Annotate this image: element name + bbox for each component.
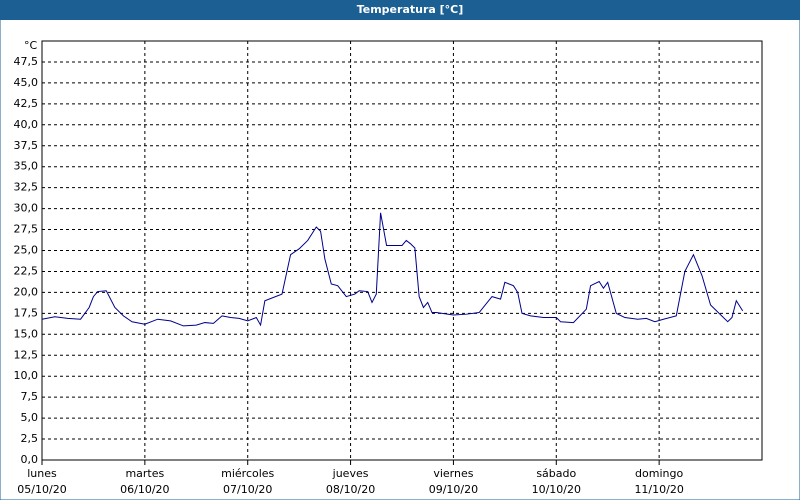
x-tick-date: 07/10/20 [223,483,272,496]
x-tick-date: 08/10/20 [326,483,375,496]
x-tick-label: jueves [332,467,369,480]
y-tick-label: 25,0 [14,244,39,257]
x-tick-label: viernes [433,467,473,480]
y-tick-label: 20,0 [14,285,39,298]
y-tick-label: 17,5 [14,306,39,319]
x-tick-date: 10/10/20 [532,483,581,496]
y-tick-label: 12,5 [14,348,39,361]
y-tick-label: 30,0 [14,202,39,215]
line [41,212,744,327]
y-tick-label: 37,5 [14,139,39,152]
x-tick-date: 05/10/20 [17,483,66,496]
y-tick-label: 5,0 [21,411,39,424]
y-tick-label: 0,0 [21,453,39,466]
x-tick-label: lunes [27,467,57,480]
x-tick-label: miércoles [221,467,274,480]
y-tick-label: 45,0 [14,76,39,89]
y-tick-label: 35,0 [14,160,39,173]
y-unit: °C [24,39,38,52]
x-tick-label: martes [125,467,164,480]
y-tick-label: 27,5 [14,223,39,236]
y-tick-label: 47,5 [14,55,39,68]
y-tick-label: 7,5 [21,390,39,403]
y-tick-label: 15,0 [14,327,39,340]
y-tick-label: 22,5 [14,264,39,277]
title-bar [0,0,800,20]
x-tick-date: 11/10/20 [634,483,683,496]
y-tick-label: 42,5 [14,97,39,110]
chart-title: Temperatura [°C] [357,3,464,16]
y-tick-label: 32,5 [14,181,39,194]
x-tick-date: 09/10/20 [429,483,478,496]
y-tick-label: 40,0 [14,118,39,131]
y-tick-label: 10,0 [14,369,39,382]
x-tick-label: domingo [635,467,683,480]
x-tick-label: sábado [536,467,576,480]
x-tick-date: 06/10/20 [120,483,169,496]
y-tick-label: 2,5 [21,432,39,445]
